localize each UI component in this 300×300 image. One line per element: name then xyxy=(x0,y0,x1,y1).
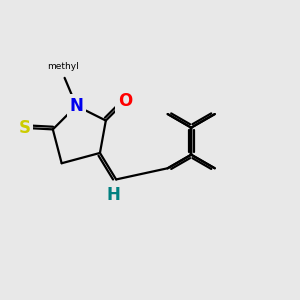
Text: H: H xyxy=(106,186,120,204)
Text: methyl: methyl xyxy=(47,62,79,71)
Text: O: O xyxy=(118,92,132,110)
Text: N: N xyxy=(70,97,83,115)
Text: S: S xyxy=(19,119,31,137)
